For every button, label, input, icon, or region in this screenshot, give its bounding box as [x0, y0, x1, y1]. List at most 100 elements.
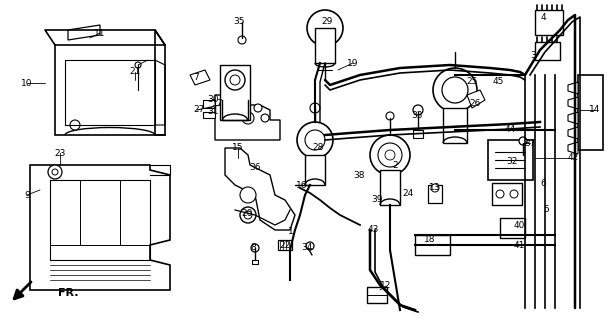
Polygon shape [568, 112, 578, 124]
Text: 41: 41 [513, 241, 525, 250]
Text: 36: 36 [249, 164, 261, 172]
Circle shape [519, 137, 527, 145]
Text: 13: 13 [430, 183, 441, 193]
Bar [535, 10, 563, 35]
Circle shape [310, 103, 320, 113]
Text: 3: 3 [530, 51, 536, 60]
Polygon shape [225, 148, 295, 230]
Circle shape [510, 190, 518, 198]
Circle shape [225, 70, 245, 90]
Bar [305, 155, 325, 185]
Circle shape [433, 68, 477, 112]
Text: 31: 31 [207, 108, 219, 116]
Text: 45: 45 [492, 77, 503, 86]
Text: 22: 22 [279, 241, 291, 250]
Text: 16: 16 [296, 180, 308, 189]
Text: 24: 24 [403, 188, 414, 197]
Circle shape [413, 105, 423, 115]
Text: 38: 38 [353, 171, 365, 180]
Text: 26: 26 [469, 99, 481, 108]
Text: 15: 15 [232, 143, 244, 153]
Circle shape [135, 62, 141, 68]
Text: 37: 37 [524, 139, 536, 148]
Bar [203, 112, 215, 118]
Text: 14: 14 [590, 106, 601, 115]
Bar [492, 183, 522, 205]
Circle shape [297, 122, 333, 158]
Bar [252, 260, 258, 264]
Circle shape [496, 190, 504, 198]
Text: 28: 28 [312, 143, 324, 153]
Circle shape [70, 120, 80, 130]
Polygon shape [568, 142, 578, 154]
Circle shape [254, 104, 262, 112]
Polygon shape [568, 97, 578, 109]
Text: 17: 17 [212, 99, 224, 108]
Bar [535, 42, 560, 60]
Polygon shape [568, 82, 578, 94]
Bar [220, 65, 250, 120]
Text: 33: 33 [411, 110, 423, 119]
Text: 25: 25 [466, 77, 478, 86]
Text: 5: 5 [543, 205, 549, 214]
Circle shape [242, 112, 254, 124]
Text: 2: 2 [392, 161, 398, 170]
Bar [315, 28, 335, 63]
Text: 21: 21 [130, 68, 141, 76]
Circle shape [238, 36, 246, 44]
Text: 43: 43 [367, 226, 379, 235]
Polygon shape [55, 45, 165, 135]
Circle shape [244, 211, 252, 219]
Text: 27: 27 [193, 106, 205, 115]
Circle shape [386, 112, 394, 120]
Text: 1: 1 [288, 228, 294, 236]
Circle shape [251, 244, 259, 252]
Text: 6: 6 [540, 179, 546, 188]
Text: 34: 34 [301, 244, 313, 252]
Text: 30: 30 [207, 95, 219, 105]
Bar [415, 235, 450, 255]
Text: 4: 4 [540, 13, 546, 22]
Circle shape [378, 143, 402, 167]
Circle shape [370, 135, 410, 175]
Bar [443, 108, 467, 143]
Circle shape [307, 10, 343, 46]
Text: 10: 10 [21, 78, 33, 87]
Text: 40: 40 [513, 220, 525, 229]
Text: 29: 29 [321, 18, 332, 27]
Text: 7: 7 [193, 74, 199, 83]
Circle shape [261, 114, 269, 122]
Circle shape [305, 130, 325, 150]
Circle shape [385, 150, 395, 160]
Circle shape [52, 169, 58, 175]
Text: 11: 11 [94, 28, 106, 37]
Text: 32: 32 [507, 157, 518, 166]
Text: 9: 9 [24, 190, 30, 199]
Text: 42: 42 [568, 154, 579, 163]
Text: 23: 23 [54, 148, 66, 157]
Text: FR.: FR. [58, 288, 78, 298]
Polygon shape [467, 90, 485, 108]
Text: 44: 44 [504, 125, 516, 134]
Circle shape [431, 184, 439, 192]
Bar [428, 185, 442, 203]
Text: 20: 20 [241, 209, 253, 218]
Bar [500, 218, 525, 238]
Text: 8: 8 [250, 244, 256, 252]
Circle shape [442, 77, 468, 103]
Text: 35: 35 [233, 18, 245, 27]
Circle shape [48, 165, 62, 179]
Text: 19: 19 [347, 59, 359, 68]
Circle shape [306, 242, 314, 250]
Polygon shape [190, 70, 210, 85]
Circle shape [240, 207, 256, 223]
Text: 12: 12 [380, 282, 392, 291]
Bar [488, 140, 533, 180]
Polygon shape [30, 165, 170, 290]
Bar [367, 287, 387, 303]
Polygon shape [68, 25, 100, 40]
Text: 18: 18 [424, 236, 436, 244]
Bar [278, 240, 292, 250]
Circle shape [240, 187, 256, 203]
Text: 39: 39 [371, 196, 382, 204]
